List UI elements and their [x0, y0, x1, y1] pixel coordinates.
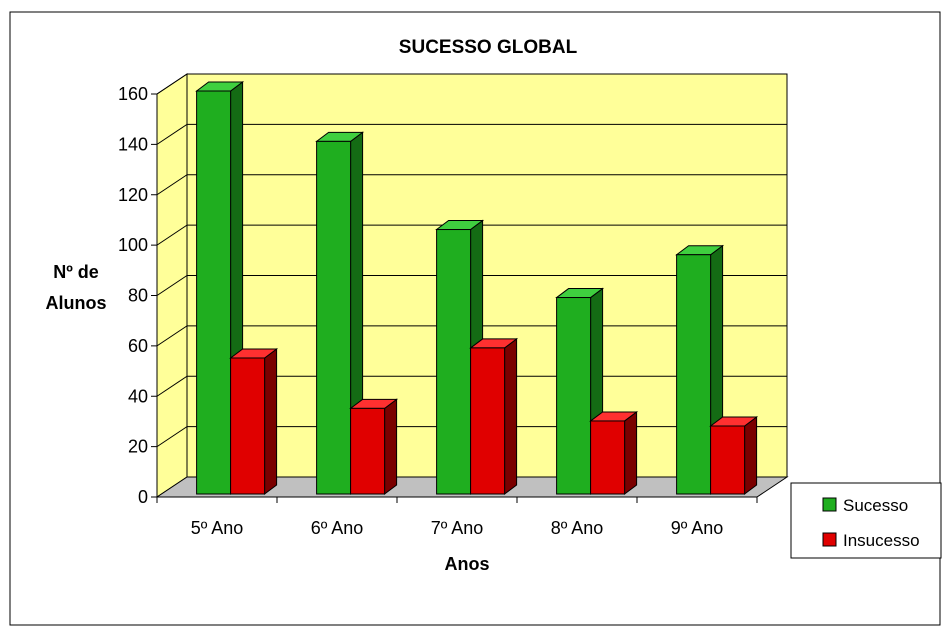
- x-axis-label: Anos: [445, 554, 490, 574]
- gridline-side: [156, 275, 188, 296]
- bar-insucesso: [470, 347, 506, 495]
- bar-side-insucesso: [384, 398, 398, 495]
- y-tick-label: 120: [118, 185, 148, 205]
- legend-box: [790, 482, 942, 559]
- bar-insucesso: [230, 357, 266, 495]
- bar-side-insucesso: [264, 347, 278, 495]
- legend-label-sucesso: Sucesso: [843, 496, 908, 515]
- bar-sucesso: [556, 297, 592, 495]
- y-axis-label-line2: Alunos: [46, 293, 107, 313]
- chart-title: SUCESSO GLOBAL: [399, 37, 578, 58]
- y-tick-label: 160: [118, 84, 148, 104]
- y-tick-label: 100: [118, 235, 148, 255]
- x-tick-label: 7º Ano: [431, 518, 484, 538]
- y-tick-label: 40: [128, 386, 148, 406]
- legend-swatch-insucesso: [822, 532, 837, 547]
- legend: Sucesso Insucesso: [790, 482, 942, 559]
- bar-sucesso: [436, 229, 472, 495]
- plot-area: 0 20 40 60 80 100 120 140 160 5º Ano 6º Ano 7º Ano 8…: [118, 73, 789, 538]
- y-tick-label: 20: [128, 437, 148, 457]
- x-tick-label: 8º Ano: [551, 518, 604, 538]
- gridline-side: [156, 375, 188, 397]
- x-tick-label: 5º Ano: [191, 518, 244, 538]
- gridline-side: [156, 73, 188, 95]
- y-tick-label: 0: [138, 487, 148, 507]
- bar-insucesso: [350, 407, 386, 495]
- legend-swatch-sucesso: [822, 497, 837, 512]
- y-axis-label-line1: Nº de: [53, 262, 99, 282]
- legend-label-insucesso: Insucesso: [843, 531, 920, 550]
- gridline-side: [156, 123, 188, 145]
- bar-sucesso: [316, 140, 352, 495]
- gridline-side: [156, 224, 188, 246]
- x-tick-label: 6º Ano: [311, 518, 364, 538]
- gridline-side: [156, 426, 188, 448]
- y-tick-label: 60: [128, 336, 148, 356]
- gridline-side: [156, 174, 188, 196]
- bar-sucesso: [196, 90, 232, 495]
- bar-side-insucesso: [504, 337, 518, 496]
- x-tick-label: 9º Ano: [671, 518, 724, 538]
- y-tick-label: 80: [128, 286, 148, 306]
- y-tick-label: 140: [118, 134, 148, 154]
- bar-sucesso: [676, 254, 712, 495]
- gridline-side: [156, 325, 188, 347]
- bar-insucesso: [590, 420, 626, 495]
- bar-side-insucesso: [624, 410, 638, 495]
- bar-side-insucesso: [744, 415, 758, 495]
- bar-insucesso: [710, 425, 746, 495]
